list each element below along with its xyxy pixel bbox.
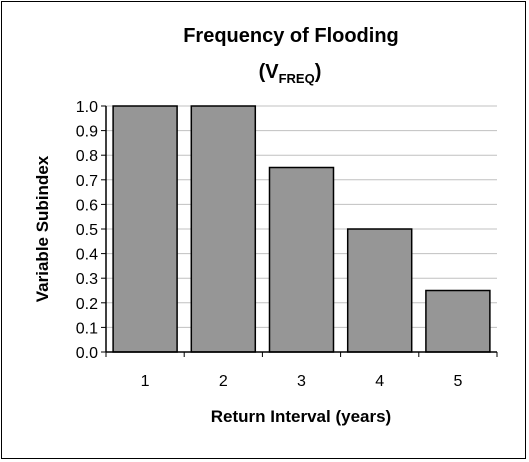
y-tick-label: 0.3 [76,271,98,288]
chart-title: Frequency of Flooding [183,25,399,47]
subtitle-open: (V [259,61,280,83]
y-tick-label: 0.0 [76,345,98,362]
y-tick-label: 0.7 [76,173,98,190]
y-tick-label: 0.1 [76,320,98,337]
x-tick-label: 4 [375,373,384,390]
x-tick-label: 1 [141,373,150,390]
bar-4 [346,228,413,353]
y-tick-label: 0.6 [76,197,98,214]
y-axis-label: Variable Subindex [33,155,52,302]
axes: 0.0 0.1 0.2 0.3 0.4 0.5 0.6 0.7 0.8 0.9 1.0 1 2 3 4 5 [76,99,498,390]
y-tick-label: 0.8 [76,148,98,165]
subtitle-subscript: FREQ [279,71,315,86]
bar-1 [112,105,178,353]
x-tick-label: 2 [219,373,228,390]
y-tick-label: 0.5 [76,222,98,239]
bar-3 [268,166,335,353]
y-tick-label: 1.0 [76,99,98,116]
x-axis-label: Return Interval (years) [211,407,391,426]
x-tick-label: 3 [297,373,306,390]
bar-2 [190,105,257,353]
y-tick-label: 0.9 [76,124,98,141]
subtitle-close: ) [315,61,322,83]
bar-5 [425,289,491,353]
chart-subtitle: (VFREQ) [259,61,322,86]
y-tick-label: 0.2 [76,296,98,313]
x-tick-label: 5 [453,373,462,390]
y-tick-label: 0.4 [76,247,98,264]
